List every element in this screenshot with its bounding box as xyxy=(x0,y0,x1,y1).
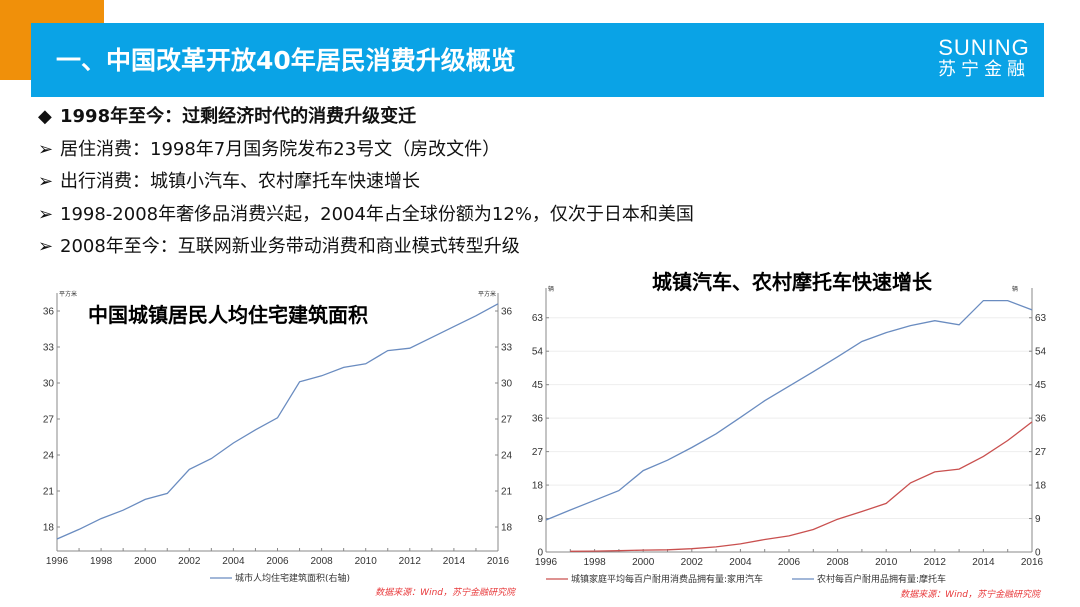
y-tick-label-right: 36 xyxy=(1035,414,1047,425)
y-tick-label-left: 27 xyxy=(43,415,55,426)
bullet-text: 1998-2008年奢侈品消费兴起，2004年占全球份额为12%，仅次于日本和美… xyxy=(60,203,694,225)
series-line-0 xyxy=(56,303,499,540)
housing-area-chart: 平方米 平方米 18 18 21 21 24 24 27 27 30 30 33 33 36 36 1996 19… xyxy=(43,290,517,598)
y-unit-right: 平方米 xyxy=(478,290,496,298)
x-tick-label: 2004 xyxy=(729,557,752,568)
bullet-item: ➢ 居住消费：1998年7月国务院发布23号文（房改文件） xyxy=(38,137,694,170)
bullet-text: 1998年至今：过剩经济时代的消费升级变迁 xyxy=(60,106,417,127)
y-tick-label-left: 33 xyxy=(43,343,55,354)
x-tick-label: 2012 xyxy=(399,556,422,567)
y-tick-label-right: 30 xyxy=(501,379,513,390)
arrow-bullet-icon: ➢ xyxy=(38,171,54,192)
data-source: 数据来源：Wind，苏宁金融研究院 xyxy=(900,589,1042,600)
bullet-item: ➢ 2008年至今：互联网新业务带动消费和商业模式转型升级 xyxy=(38,234,694,267)
y-tick-label-right: 33 xyxy=(501,343,513,354)
page-title: 一、中国改革开放40年居民消费升级概览 xyxy=(56,46,516,75)
legend-label: 农村每百户耐用品拥有量:摩托车 xyxy=(817,573,946,585)
bullet-item: ➢ 出行消费：城镇小汽车、农村摩托车快速增长 xyxy=(38,169,694,202)
y-tick-label-left: 18 xyxy=(43,523,55,534)
x-tick-label: 1998 xyxy=(90,556,113,567)
y-tick-label-right: 0 xyxy=(1035,548,1041,559)
x-tick-label: 2006 xyxy=(778,557,801,568)
x-tick-label: 2016 xyxy=(487,556,510,567)
bullet-text: 2008年至今：互联网新业务带动消费和商业模式转型升级 xyxy=(60,236,520,257)
y-tick-label-right: 18 xyxy=(501,523,513,534)
y-tick-label-left: 45 xyxy=(532,380,544,391)
x-tick-label: 2016 xyxy=(1021,557,1044,568)
y-tick-label-right: 63 xyxy=(1035,313,1047,324)
logo-text-en: SUNING xyxy=(938,35,1030,60)
x-tick-label: 2010 xyxy=(875,557,898,568)
x-tick-label: 1996 xyxy=(535,557,558,568)
y-tick-label-right: 9 xyxy=(1035,514,1041,525)
legend-label: 城镇家庭平均每百户耐用消费品拥有量:家用汽车 xyxy=(571,573,763,585)
header-banner: 一、中国改革开放40年居民消费升级概览 SUNING 苏宁金融 xyxy=(31,23,1044,97)
data-source: 数据来源：Wind，苏宁金融研究院 xyxy=(375,587,517,598)
arrow-bullet-icon: ➢ xyxy=(38,138,54,160)
y-tick-label-left: 36 xyxy=(532,414,544,425)
x-tick-label: 1998 xyxy=(583,557,606,568)
y-tick-label-right: 54 xyxy=(1035,347,1047,358)
y-tick-label-left: 18 xyxy=(532,481,544,492)
y-unit-right: 辆 xyxy=(1012,285,1018,293)
bullet-list: ◆ 1998年至今：过剩经济时代的消费升级变迁 ➢ 居住消费：1998年7月国务院发… xyxy=(38,104,694,267)
y-tick-label-right: 21 xyxy=(501,487,513,498)
bullet-item: ➢ 1998-2008年奢侈品消费兴起，2004年占全球份额为12%，仅次于日本和… xyxy=(38,202,694,235)
bullet-text: 居住消费：1998年7月国务院发布23号文（房改文件） xyxy=(60,138,501,160)
x-tick-label: 2000 xyxy=(134,556,157,567)
vehicle-ownership-chart: 辆 辆 0 0 9 9 18 18 27 27 36 36 45 45 54 54 63 63 1996 1998 20… xyxy=(532,285,1047,600)
x-tick-label: 2000 xyxy=(632,557,655,568)
chart-title-vehicles: 城镇汽车、农村摩托车快速增长 xyxy=(652,270,932,294)
legend-label: 城市人均住宅建筑面积(右轴) xyxy=(235,572,350,584)
suning-logo: SUNING 苏宁金融 xyxy=(938,37,1030,81)
bullet-text: 出行消费：城镇小汽车、农村摩托车快速增长 xyxy=(60,171,420,192)
x-tick-label: 2014 xyxy=(443,556,466,567)
x-tick-label: 1996 xyxy=(46,556,69,567)
series-line-1 xyxy=(545,299,1033,521)
x-tick-label: 2008 xyxy=(310,556,333,567)
y-tick-label-left: 63 xyxy=(532,313,544,324)
y-unit-left: 平方米 xyxy=(59,290,77,298)
x-tick-label: 2012 xyxy=(924,557,947,568)
y-tick-label-left: 54 xyxy=(532,347,544,358)
y-tick-label-right: 36 xyxy=(501,307,513,318)
y-tick-label-right: 18 xyxy=(1035,481,1047,492)
y-tick-label-right: 27 xyxy=(1035,447,1047,458)
arrow-bullet-icon: ➢ xyxy=(38,236,54,257)
x-tick-label: 2002 xyxy=(178,556,201,567)
x-tick-label: 2014 xyxy=(972,557,995,568)
x-tick-label: 2010 xyxy=(355,556,378,567)
y-tick-label-left: 0 xyxy=(537,548,543,559)
logo-text-cn: 苏宁金融 xyxy=(938,59,1030,80)
arrow-bullet-icon: ➢ xyxy=(38,203,54,225)
x-tick-label: 2002 xyxy=(681,557,704,568)
x-tick-label: 2008 xyxy=(826,557,849,568)
y-tick-label-right: 45 xyxy=(1035,380,1047,391)
y-tick-label-left: 21 xyxy=(43,487,55,498)
y-tick-label-left: 24 xyxy=(43,451,55,462)
y-tick-label-right: 27 xyxy=(501,415,513,426)
y-tick-label-left: 27 xyxy=(532,447,544,458)
y-tick-label-left: 9 xyxy=(537,514,543,525)
y-unit-left: 辆 xyxy=(548,285,554,293)
x-tick-label: 2004 xyxy=(222,556,245,567)
x-tick-label: 2006 xyxy=(266,556,289,567)
y-tick-label-left: 36 xyxy=(43,307,55,318)
series-line-0 xyxy=(570,421,1033,552)
diamond-icon: ◆ xyxy=(38,106,52,127)
y-tick-label-right: 24 xyxy=(501,451,513,462)
bullet-heading: ◆ 1998年至今：过剩经济时代的消费升级变迁 xyxy=(38,104,694,137)
y-tick-label-left: 30 xyxy=(43,379,55,390)
chart-title-housing: 中国城镇居民人均住宅建筑面积 xyxy=(88,303,368,327)
